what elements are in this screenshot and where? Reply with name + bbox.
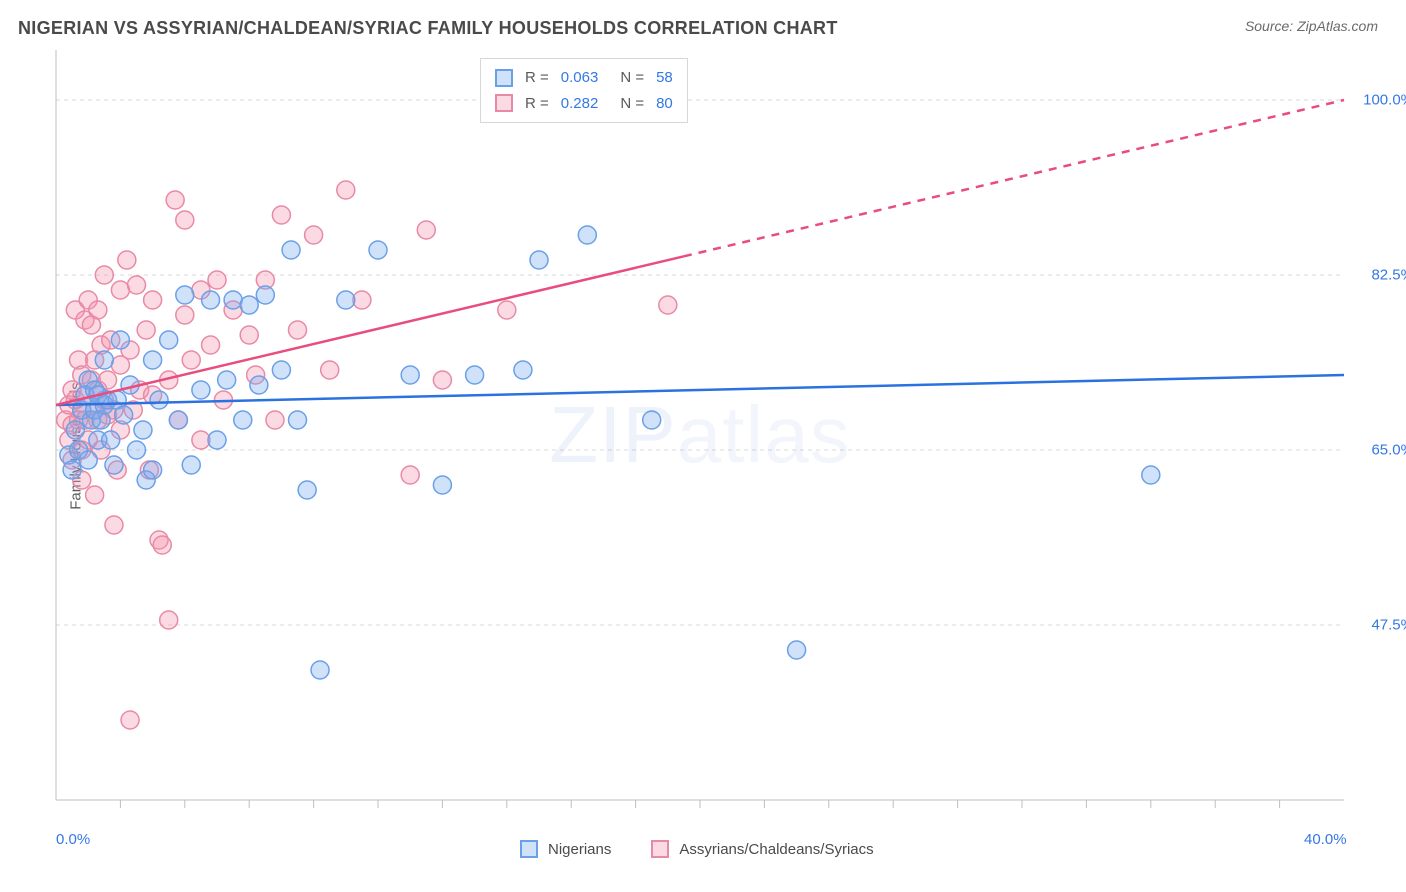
- x-tick-label: 0.0%: [56, 831, 90, 848]
- swatch-nigerians: [520, 840, 538, 858]
- y-tick-label: 100.0%: [1363, 92, 1406, 109]
- chart-area: ZIPatlas R = 0.063 N = 58 R = 0.282 N = …: [50, 50, 1350, 820]
- n-label: N =: [620, 91, 644, 117]
- n-value-assyrians: 80: [656, 91, 673, 117]
- y-tick-label: 82.5%: [1371, 267, 1406, 284]
- correlation-row-assyrians: R = 0.282 N = 80: [495, 91, 673, 117]
- legend-item-nigerians: Nigerians: [520, 840, 611, 858]
- r-value-nigerians: 0.063: [561, 65, 599, 91]
- r-label: R =: [525, 65, 549, 91]
- legend-label-assyrians: Assyrians/Chaldeans/Syriacs: [679, 841, 873, 858]
- source-name: ZipAtlas.com: [1297, 18, 1378, 34]
- source-prefix: Source:: [1245, 18, 1297, 34]
- swatch-assyrians: [651, 840, 669, 858]
- correlation-legend: R = 0.063 N = 58 R = 0.282 N = 80: [480, 58, 688, 123]
- r-label: R =: [525, 91, 549, 117]
- n-label: N =: [620, 65, 644, 91]
- swatch-nigerians: [495, 69, 513, 87]
- header: NIGERIAN VS ASSYRIAN/CHALDEAN/SYRIAC FAM…: [0, 0, 1406, 39]
- chart-container: NIGERIAN VS ASSYRIAN/CHALDEAN/SYRIAC FAM…: [0, 0, 1406, 892]
- source-attribution: Source: ZipAtlas.com: [1245, 18, 1378, 34]
- correlation-row-nigerians: R = 0.063 N = 58: [495, 65, 673, 91]
- n-value-nigerians: 58: [656, 65, 673, 91]
- y-tick-label: 65.0%: [1371, 442, 1406, 459]
- r-value-assyrians: 0.282: [561, 91, 599, 117]
- chart-title: NIGERIAN VS ASSYRIAN/CHALDEAN/SYRIAC FAM…: [18, 18, 838, 39]
- y-tick-label: 47.5%: [1371, 617, 1406, 634]
- scatter-plot: [50, 50, 1350, 820]
- legend-label-nigerians: Nigerians: [548, 841, 611, 858]
- series-legend: Nigerians Assyrians/Chaldeans/Syriacs: [520, 840, 874, 858]
- x-tick-label: 40.0%: [1304, 831, 1347, 848]
- swatch-assyrians: [495, 94, 513, 112]
- legend-item-assyrians: Assyrians/Chaldeans/Syriacs: [651, 840, 873, 858]
